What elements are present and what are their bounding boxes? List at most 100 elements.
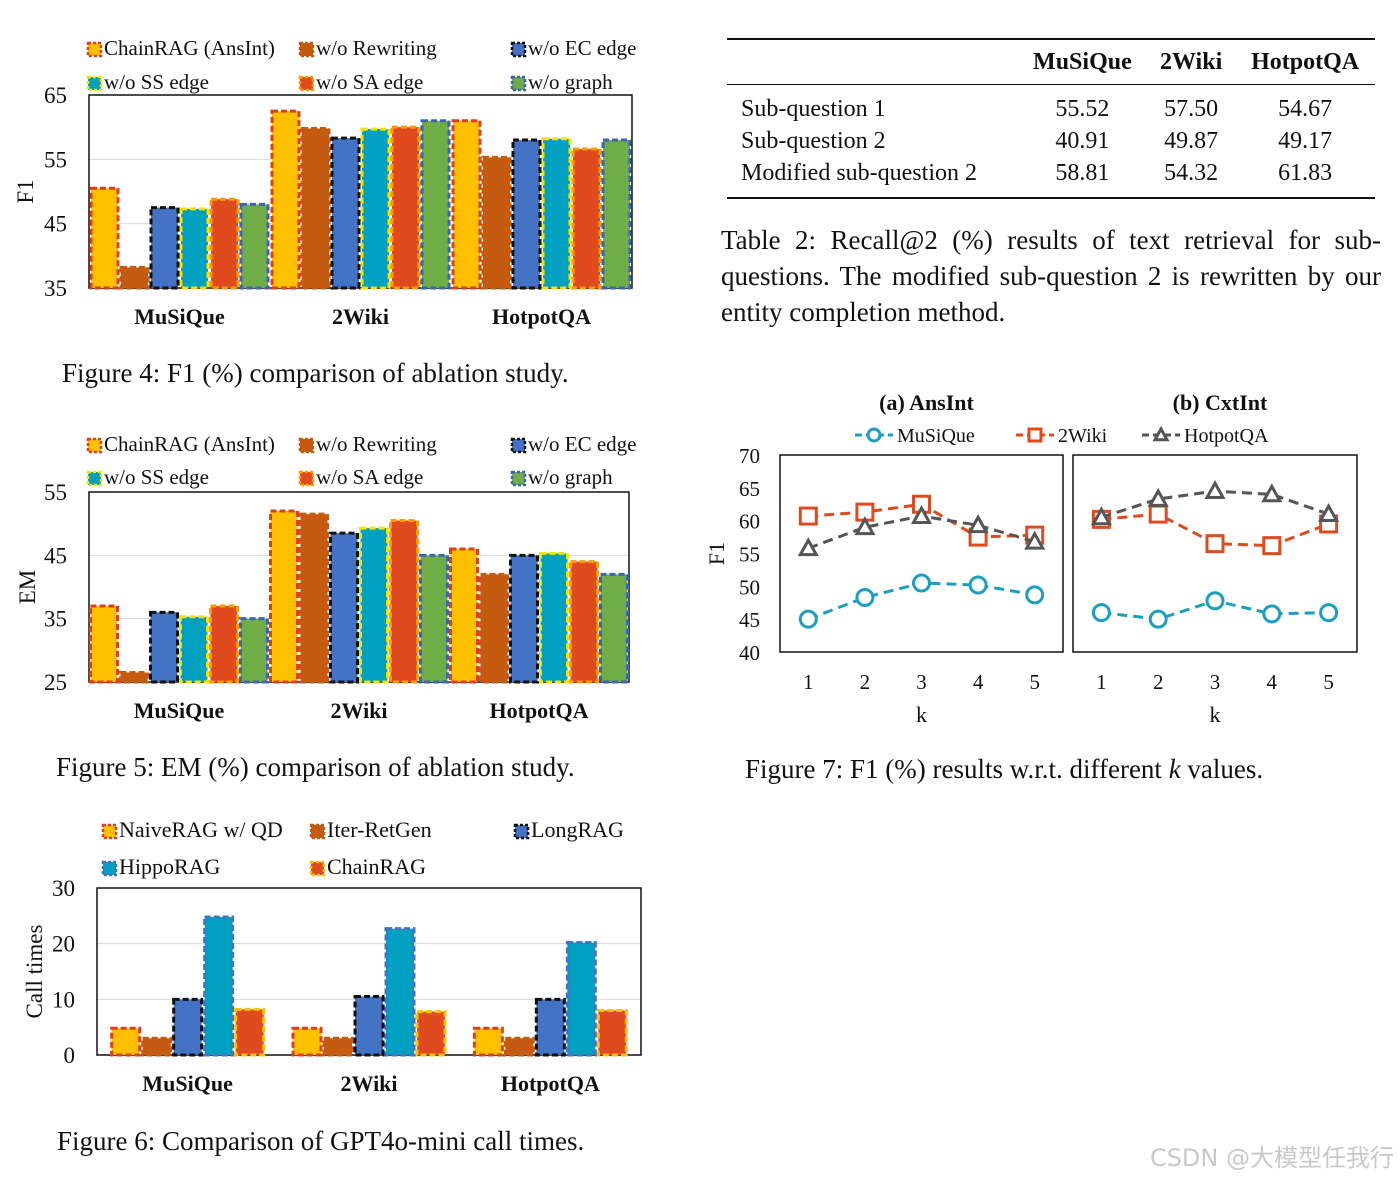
legend-swatch xyxy=(298,470,315,487)
data-point xyxy=(854,516,876,536)
legend-label: w/o SS edge xyxy=(104,465,209,489)
x-tick-label: 4 xyxy=(973,670,984,694)
y-axis-label: F1 xyxy=(704,542,729,565)
figure7-caption-prefix: Figure 7: F1 (%) results w.r.t. differen… xyxy=(745,754,1169,784)
x-tick-label: 1 xyxy=(803,670,814,694)
bar xyxy=(179,207,210,290)
data-point xyxy=(866,427,882,443)
table2-cell: 49.17 xyxy=(1278,127,1333,154)
bar xyxy=(509,553,539,684)
legend-swatch xyxy=(309,860,326,877)
x-tick-label: 3 xyxy=(916,670,927,694)
bar xyxy=(565,941,597,1057)
x-tick-label: 2 xyxy=(1153,670,1164,694)
bar xyxy=(270,109,301,290)
y-tick-label: 55 xyxy=(44,147,67,172)
data-point xyxy=(1090,506,1112,526)
legend-label: w/o SA edge xyxy=(316,70,423,94)
table2-cell: 55.52 xyxy=(1055,95,1110,122)
x-tick-label: 1 xyxy=(1096,670,1107,694)
figure5-bar-chart: ChainRAG (AnsInt) w/o Rewriting w/o EC edg… xyxy=(15,432,636,723)
table2-cell: 61.83 xyxy=(1278,159,1333,186)
bar xyxy=(119,671,149,684)
bar xyxy=(234,1007,266,1057)
bar xyxy=(599,572,629,684)
y-axis-label: EM xyxy=(15,570,40,605)
table2-header-2wiki: 2Wiki xyxy=(1159,48,1223,75)
legend-label: w/o Rewriting xyxy=(316,432,437,456)
bar xyxy=(415,1010,447,1057)
y-tick-label: 35 xyxy=(44,607,67,632)
x-tick-label: 2Wiki xyxy=(340,1071,397,1096)
y-tick-label: 10 xyxy=(52,987,75,1012)
y-tick-label: 65 xyxy=(739,477,760,501)
table2-header-hotpotqa: HotpotQA xyxy=(1251,48,1360,75)
legend-swatch xyxy=(510,41,527,58)
bar xyxy=(89,604,119,684)
data-point xyxy=(912,573,931,593)
data-point xyxy=(968,575,988,595)
bar xyxy=(503,1036,535,1057)
y-tick-label: 40 xyxy=(739,641,760,665)
x-tick-label: 5 xyxy=(1029,670,1040,694)
bar xyxy=(239,617,269,684)
legend-label: MuSiQue xyxy=(897,425,975,447)
figure7-caption: Figure 7: F1 (%) results w.r.t. differen… xyxy=(745,754,1263,785)
legend-swatch xyxy=(510,75,527,92)
bar xyxy=(539,551,569,684)
legend-swatch xyxy=(86,75,103,92)
table2-cell: 58.81 xyxy=(1055,159,1110,186)
y-tick-label: 45 xyxy=(44,543,67,568)
bar xyxy=(479,572,509,684)
x-tick-label: 5 xyxy=(1323,670,1334,694)
table2-cell: 57.50 xyxy=(1164,95,1219,122)
legend-swatch xyxy=(101,860,118,877)
bar xyxy=(384,927,416,1057)
data-point xyxy=(1025,585,1045,605)
data-point xyxy=(910,504,933,524)
bar xyxy=(419,553,449,684)
bar xyxy=(239,202,270,290)
data-point xyxy=(1148,504,1168,524)
legend-swatch xyxy=(510,437,527,454)
data-point xyxy=(1319,603,1339,623)
y-tick-label: 25 xyxy=(44,670,67,695)
table-row: Modified sub-question 2 58.81 54.32 61.8… xyxy=(727,157,1375,198)
legend-label: w/o SS edge xyxy=(104,70,209,94)
x-tick-label: 3 xyxy=(1210,670,1221,694)
y-tick-label: 45 xyxy=(739,608,760,632)
data-point xyxy=(1261,483,1283,503)
legend-label: ChainRAG (AnsInt) xyxy=(104,432,275,456)
y-axis-label: F1 xyxy=(13,179,38,203)
legend-swatch xyxy=(298,437,315,454)
bar xyxy=(269,509,299,684)
y-axis-label: Call times xyxy=(22,925,47,1019)
plot-frame xyxy=(1072,454,1358,653)
bar xyxy=(541,137,572,290)
bar xyxy=(291,1026,323,1057)
figure7-line-charts: MuSiQue 2Wiki HotpotQA(a) AnsInt4045505560… xyxy=(704,390,1358,727)
legend-label: w/o SA edge xyxy=(316,465,423,489)
x-tick-label: HotpotQA xyxy=(492,304,591,329)
legend-swatch xyxy=(510,470,527,487)
bar xyxy=(179,615,209,684)
legend-swatch xyxy=(513,823,530,840)
bar xyxy=(203,915,235,1057)
y-tick-label: 0 xyxy=(64,1043,76,1068)
y-tick-label: 20 xyxy=(52,932,75,957)
table2-caption: Table 2: Recall@2 (%) results of text re… xyxy=(721,225,1381,327)
plot-frame xyxy=(779,454,1064,653)
bar xyxy=(209,604,239,684)
x-tick-label: MuSiQue xyxy=(134,304,225,329)
bar xyxy=(511,138,542,290)
y-tick-label: 30 xyxy=(52,876,75,901)
bar xyxy=(329,531,359,684)
x-tick-label: 4 xyxy=(1267,670,1278,694)
bar xyxy=(534,997,566,1057)
x-tick-label: MuSiQue xyxy=(142,1071,233,1096)
y-tick-label: 70 xyxy=(739,444,760,468)
bar xyxy=(119,265,150,290)
table2-row-label: Sub-question 2 xyxy=(741,127,886,154)
data-point xyxy=(1147,487,1169,507)
x-axis-label: k xyxy=(916,702,927,727)
